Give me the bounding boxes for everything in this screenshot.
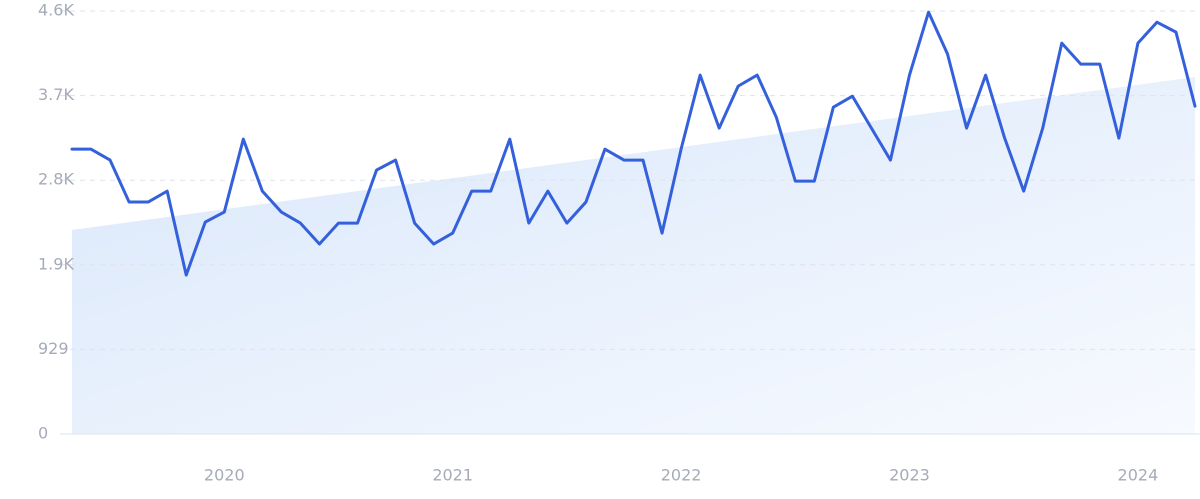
- y-tick-label: 0: [38, 424, 48, 443]
- x-tick-label: 2023: [889, 466, 930, 485]
- x-tick-label: 2020: [204, 466, 245, 485]
- x-tick-label: 2021: [432, 466, 473, 485]
- x-tick-label: 2024: [1118, 466, 1159, 485]
- x-tick-label: 2022: [661, 466, 702, 485]
- series-line: [70, 10, 1197, 277]
- trend-layer: [72, 77, 1195, 434]
- y-tick-label: 3.7K: [38, 85, 74, 104]
- grid-layer: 0 929 1.9K 2.8K 3.7K 4.6K 2020 2021 2022 2023 2024: [38, 1, 1200, 485]
- line-layer: [70, 10, 1197, 277]
- trend-area: [72, 77, 1195, 434]
- y-tick-label: 4.6K: [38, 1, 74, 20]
- y-tick-label: 2.8K: [38, 170, 74, 189]
- y-tick-label: 929: [38, 339, 69, 358]
- y-tick-label: 1.9K: [38, 254, 74, 273]
